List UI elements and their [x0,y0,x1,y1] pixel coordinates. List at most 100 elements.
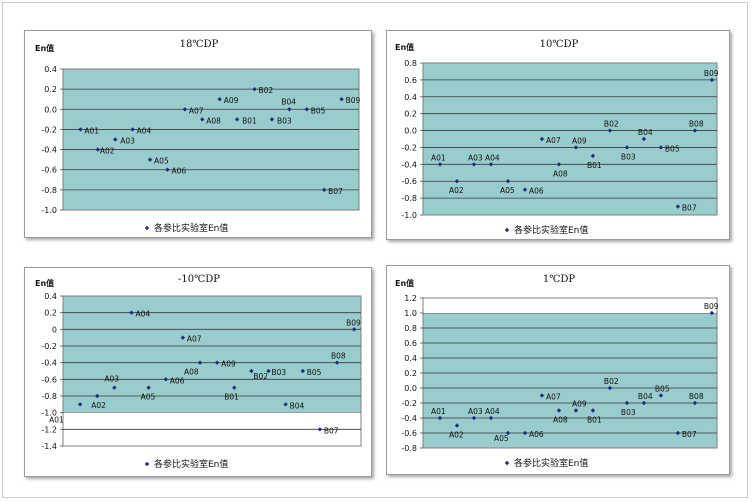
y-axis-label: En值 [35,43,54,53]
chart-title: 18℃DP [180,39,219,50]
legend-marker [504,460,510,466]
y-tick-label: 0.2 [44,309,57,318]
data-point-a01 [437,415,443,421]
y-tick-label: 0.2 [404,369,417,378]
data-label-b03: B03 [621,408,636,417]
data-point-a07 [182,107,188,112]
data-label-a09: A09 [572,400,587,409]
data-point-a02 [454,179,460,184]
data-label-b09: B09 [346,318,361,327]
data-point-b02 [252,86,257,92]
data-point-a08 [197,360,203,365]
chart-svg-10c-dp: 0.8 0.6 0.4 0.2 0.0 -0.2 -0.4 -0.6 -0.8 -1.0 10℃DP… [395,39,719,236]
y-tick-label: 0.4 [404,354,417,363]
y-tick-label: -0.2 [41,342,57,351]
y-tick-label: -0.6 [41,375,57,384]
legend-marker [504,227,510,233]
plot-upper-band [423,298,717,313]
data-point-a04 [130,127,135,132]
y-tick-label: -0.2 [401,399,417,408]
data-label-a06: A06 [171,167,186,176]
data-label-a04: A04 [485,153,500,162]
data-point-a06 [522,430,528,436]
data-point-a09 [214,360,220,365]
data-label-b03: B03 [621,152,636,161]
data-point-b09 [351,327,357,332]
data-point-a05 [505,430,511,436]
y-tick-label: 0.6 [404,76,417,85]
data-label-a03: A03 [104,375,119,384]
y-tick-label: 0.8 [404,324,417,333]
y-tick-label: -0.6 [401,177,417,186]
data-label-a01: A01 [84,126,99,135]
y-tick-label: 0.0 [404,384,417,393]
data-label-b05: B05 [311,106,326,115]
data-label-a05: A05 [500,186,515,195]
data-label-b03: B03 [272,368,287,377]
chart-title: 10℃DP [540,39,579,50]
data-label-a07: A07 [546,393,561,402]
data-label-b07: B07 [328,187,343,196]
legend-label: 各参比实验室En值 [154,458,228,470]
data-label-b04: B04 [281,97,296,106]
y-tick-label: 0.8 [404,59,417,68]
data-point-a08 [556,408,562,413]
y-tick-label: 0.6 [404,339,417,348]
y-tick-label: 1.0 [404,309,417,318]
data-point-a09 [217,97,222,102]
chart-panel-minus10c-dp: 0.4 0.2 0 -0.2 -0.4 -0.6 -0.8 -1.0 -1.2 -1.4 -10℃D… [24,267,372,477]
data-label-b05: B05 [655,385,670,394]
data-label-a04: A04 [136,310,151,319]
y-tick-label: 0.4 [44,65,57,74]
y-tick-label: -1.2 [41,425,57,434]
data-label-a02: A02 [100,147,115,156]
legend-marker [144,225,150,231]
legend-label: 各参比实验室En值 [154,222,228,234]
data-point-a05 [505,179,511,184]
data-point-b03 [269,117,275,122]
data-label-a06: A06 [170,376,185,385]
y-tick-label: -1.0 [401,211,417,220]
y-tick-label: -0.4 [401,160,417,169]
y-tick-label: 0.0 [404,127,417,136]
data-label-b05: B05 [665,144,680,153]
data-point-b04 [641,400,647,406]
data-point-b09 [709,77,715,83]
y-axis-label: En值 [35,278,54,288]
data-label-a01: A01 [431,153,446,162]
data-point-a04 [488,162,494,167]
data-point-b08 [334,360,340,365]
data-point-b04 [287,107,292,112]
data-label-b08: B08 [689,392,704,401]
y-tick-label: -0.6 [401,429,417,438]
chart-title: -10℃DP [178,274,220,285]
data-point-a07 [539,136,545,142]
data-point-b04 [283,402,288,407]
y-axis-label: En值 [395,278,414,288]
data-point-b05 [658,393,664,398]
data-label-b07: B07 [682,430,697,439]
data-label-a08: A08 [553,416,568,425]
chart-panel-10c-dp: 0.8 0.6 0.4 0.2 0.0 -0.2 -0.4 -0.6 -0.8 -1.0 10℃DP… [386,30,730,240]
data-label-a09: A09 [224,96,239,105]
chart-title: 1℃DP [543,274,576,285]
data-point-b07 [321,187,327,193]
y-tick-label: 1.2 [404,294,417,303]
chart-panel-18c-dp: 0.4 0.2 0.0 -0.2 -0.4 -0.6 -0.8 -1.0 18℃DP En值 A01… [24,30,372,238]
data-label-b01: B01 [587,161,602,170]
data-point-a02 [454,423,460,428]
data-point-b02 [249,368,254,374]
y-tick-label: 0.2 [404,110,417,119]
data-point-b05 [304,107,309,112]
data-label-a09: A09 [572,136,587,145]
data-point-a01 [77,402,83,407]
data-label-b02: B02 [259,86,274,95]
data-label-b09: B09 [704,302,719,311]
data-label-b08: B08 [331,352,346,361]
data-point-a08 [200,117,205,122]
data-label-a03: A03 [468,407,483,416]
data-label-b02: B02 [253,372,268,381]
data-label-a03: A03 [468,153,483,162]
data-label-b01: B01 [242,116,257,125]
data-point-b02 [607,128,613,133]
